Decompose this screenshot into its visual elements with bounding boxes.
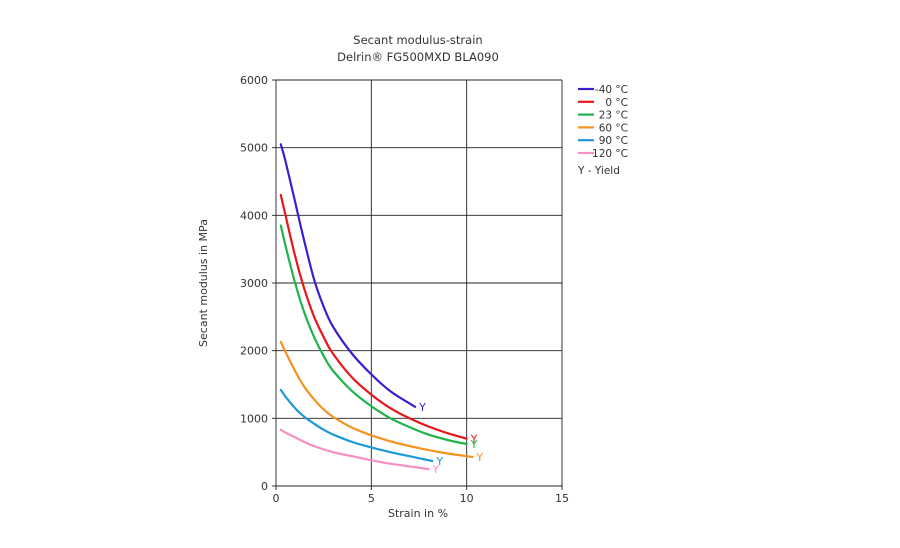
y-axis-label: Secant modulus in MPa (197, 219, 210, 347)
x-tick-label: 0 (273, 492, 280, 505)
grid (275, 79, 563, 487)
series-line (279, 224, 468, 446)
series-line (279, 428, 430, 471)
series-line (279, 143, 417, 408)
y-tick-label: 1000 (240, 412, 268, 425)
y-tick-label: 0 (261, 480, 268, 493)
legend-label: 0 °C (605, 97, 628, 109)
y-axis-label-group: Secant modulus in MPa (197, 219, 210, 347)
chart-title: Secant modulus-strain (353, 33, 482, 47)
legend-label: -40 °C (595, 84, 628, 96)
series-line (279, 193, 468, 440)
x-axis-ticks: 0 5 10 15 (273, 486, 569, 505)
yield-marker: Y (435, 455, 443, 468)
yield-marker: Y (470, 433, 478, 446)
x-tick-label: 10 (460, 492, 474, 505)
yield-marker: Y (432, 463, 440, 476)
x-axis-label: Strain in % (388, 507, 448, 520)
series-line (279, 388, 434, 463)
y-tick-label: 6000 (240, 74, 268, 87)
x-tick-label: 15 (555, 492, 569, 505)
y-tick-label: 3000 (240, 277, 268, 290)
y-tick-label: 2000 (240, 345, 268, 358)
yield-marker: Y (418, 401, 426, 414)
y-tick-label: 4000 (240, 209, 268, 222)
legend-label: 60 °C (599, 122, 628, 134)
yield-marker: Y (470, 438, 478, 451)
series-line (279, 340, 474, 458)
y-tick-label: 5000 (240, 142, 268, 155)
legend-label: 23 °C (599, 110, 628, 122)
legend-label: 120 °C (592, 148, 628, 160)
legend-label: 90 °C (599, 135, 628, 147)
chart-subtitle: Delrin® FG500MXD BLA090 (337, 50, 499, 64)
x-tick-label: 5 (368, 492, 375, 505)
legend-yield-note: Y - Yield (577, 165, 620, 177)
yield-marker: Y (475, 451, 483, 464)
y-axis-ticks: 0 1000 2000 3000 4000 5000 6000 (240, 74, 276, 493)
